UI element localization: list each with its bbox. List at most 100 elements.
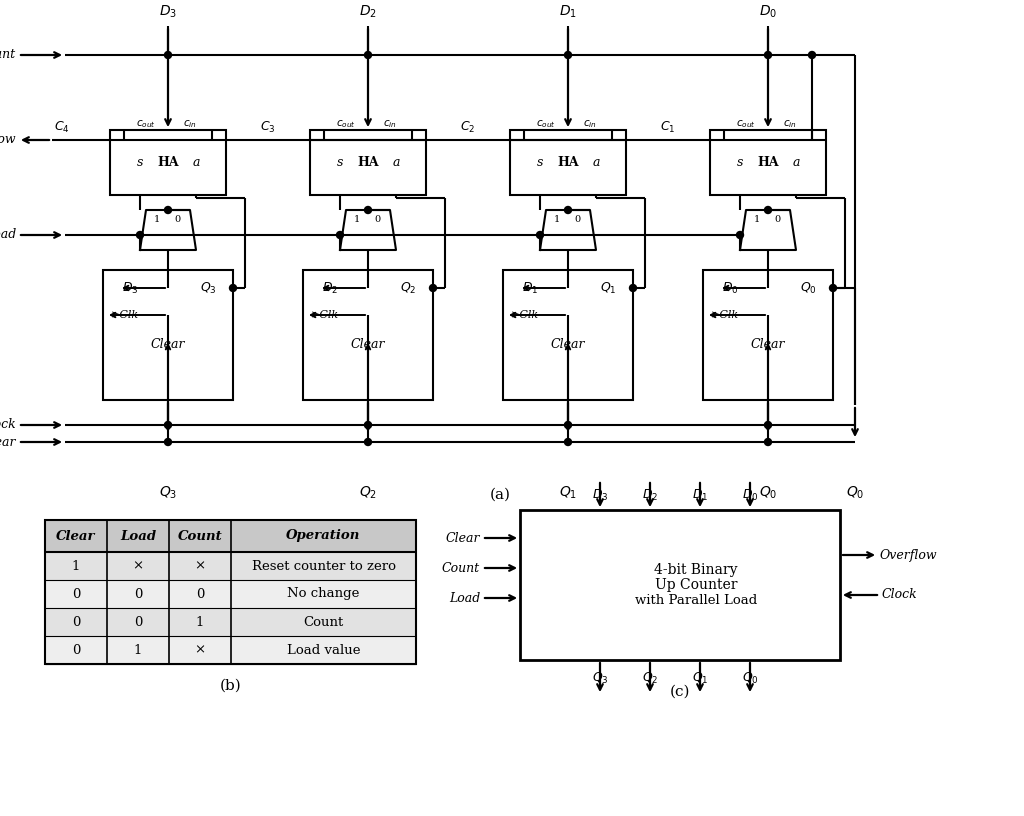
Text: $c_{in}$: $c_{in}$ bbox=[383, 118, 397, 130]
Text: s: s bbox=[337, 156, 343, 168]
Text: 0: 0 bbox=[72, 615, 80, 628]
Text: HA: HA bbox=[557, 156, 579, 168]
Circle shape bbox=[564, 51, 571, 59]
Text: $Q_2$: $Q_2$ bbox=[642, 671, 658, 685]
Text: Count: Count bbox=[442, 561, 480, 574]
Text: ×: × bbox=[195, 644, 206, 657]
Text: >Clk: >Clk bbox=[511, 310, 539, 320]
Circle shape bbox=[337, 232, 343, 238]
Circle shape bbox=[136, 232, 143, 238]
Text: $D_1$: $D_1$ bbox=[522, 281, 539, 295]
Text: HA: HA bbox=[158, 156, 179, 168]
Text: $D_0$: $D_0$ bbox=[741, 487, 759, 503]
Text: s: s bbox=[537, 156, 543, 168]
Circle shape bbox=[765, 422, 771, 428]
Text: 1: 1 bbox=[196, 615, 204, 628]
Text: Clear: Clear bbox=[151, 339, 185, 352]
Text: 0: 0 bbox=[72, 644, 80, 657]
Circle shape bbox=[365, 422, 372, 428]
Bar bbox=[45, 608, 416, 636]
Text: $c_{in}$: $c_{in}$ bbox=[583, 118, 597, 130]
Circle shape bbox=[165, 206, 171, 214]
Text: $Q_0$: $Q_0$ bbox=[759, 485, 777, 501]
Text: $D_0$: $D_0$ bbox=[722, 281, 738, 295]
Text: 0: 0 bbox=[174, 215, 180, 224]
Text: with Parallel Load: with Parallel Load bbox=[635, 593, 757, 606]
Text: $c_{out}$: $c_{out}$ bbox=[736, 118, 756, 130]
Circle shape bbox=[736, 232, 743, 238]
Text: 1: 1 bbox=[554, 215, 560, 224]
Text: a: a bbox=[793, 156, 800, 168]
Text: $D_3$: $D_3$ bbox=[159, 4, 177, 20]
Text: No change: No change bbox=[288, 588, 359, 601]
Text: 0: 0 bbox=[774, 215, 780, 224]
Text: $D_1$: $D_1$ bbox=[559, 4, 577, 20]
Text: 1: 1 bbox=[354, 215, 360, 224]
Text: Load: Load bbox=[0, 228, 16, 242]
Text: Load: Load bbox=[120, 530, 156, 543]
Text: Count: Count bbox=[177, 530, 222, 543]
Text: s: s bbox=[137, 156, 143, 168]
Circle shape bbox=[809, 51, 815, 59]
Text: $c_{out}$: $c_{out}$ bbox=[336, 118, 356, 130]
Text: $c_{out}$: $c_{out}$ bbox=[537, 118, 556, 130]
Text: HA: HA bbox=[757, 156, 779, 168]
Text: $D_2$: $D_2$ bbox=[322, 281, 338, 295]
Bar bbox=[45, 552, 416, 580]
Text: 1: 1 bbox=[154, 215, 160, 224]
Bar bbox=[45, 636, 416, 664]
Text: $Q_3$: $Q_3$ bbox=[592, 671, 608, 685]
Bar bbox=[310, 130, 426, 195]
Text: $D_3$: $D_3$ bbox=[592, 487, 608, 503]
Text: $D_0$: $D_0$ bbox=[759, 4, 777, 20]
Bar bbox=[520, 510, 840, 660]
Text: (a): (a) bbox=[489, 488, 511, 502]
Text: (c): (c) bbox=[670, 685, 690, 699]
Text: $D_1$: $D_1$ bbox=[692, 487, 709, 503]
Text: Clear: Clear bbox=[0, 436, 16, 449]
Text: $c_{in}$: $c_{in}$ bbox=[783, 118, 797, 130]
Text: $Q_2$: $Q_2$ bbox=[359, 485, 377, 501]
Circle shape bbox=[165, 438, 171, 446]
Bar bbox=[503, 270, 633, 400]
Text: 0: 0 bbox=[134, 615, 142, 628]
Text: $Q_0$: $Q_0$ bbox=[741, 671, 759, 685]
Circle shape bbox=[829, 285, 837, 291]
Circle shape bbox=[630, 285, 637, 291]
Text: $D_2$: $D_2$ bbox=[642, 487, 658, 503]
Text: HA: HA bbox=[357, 156, 379, 168]
Text: $C_3$: $C_3$ bbox=[260, 119, 275, 135]
Text: a: a bbox=[392, 156, 399, 168]
Text: $Q_2$: $Q_2$ bbox=[399, 281, 416, 295]
Text: Load value: Load value bbox=[287, 644, 360, 657]
Text: 4-bit Binary: 4-bit Binary bbox=[654, 563, 737, 577]
Text: >Clk: >Clk bbox=[711, 310, 739, 320]
Text: >Clk: >Clk bbox=[111, 310, 139, 320]
Text: Reset counter to zero: Reset counter to zero bbox=[252, 560, 395, 573]
Text: Clear: Clear bbox=[551, 339, 586, 352]
Circle shape bbox=[229, 285, 237, 291]
Text: 1: 1 bbox=[754, 215, 760, 224]
Text: 0: 0 bbox=[134, 588, 142, 601]
Bar bbox=[45, 520, 416, 664]
Text: $c_{in}$: $c_{in}$ bbox=[183, 118, 197, 130]
Circle shape bbox=[365, 206, 372, 214]
Text: 0: 0 bbox=[196, 588, 204, 601]
Text: ×: × bbox=[195, 560, 206, 573]
Text: >Clk: >Clk bbox=[311, 310, 339, 320]
Text: 1: 1 bbox=[134, 644, 142, 657]
Text: Operation: Operation bbox=[287, 530, 360, 543]
Circle shape bbox=[165, 51, 171, 59]
Text: $c_{out}$: $c_{out}$ bbox=[136, 118, 156, 130]
Bar bbox=[45, 520, 416, 552]
Bar bbox=[703, 270, 833, 400]
Circle shape bbox=[564, 206, 571, 214]
Text: $Q_1$: $Q_1$ bbox=[692, 671, 709, 685]
Text: 0: 0 bbox=[374, 215, 380, 224]
Text: Overflow: Overflow bbox=[880, 548, 938, 561]
Bar bbox=[303, 270, 433, 400]
Bar bbox=[103, 270, 233, 400]
Circle shape bbox=[765, 51, 771, 59]
Text: Clear: Clear bbox=[445, 531, 480, 544]
Text: $C_1$: $C_1$ bbox=[660, 119, 676, 135]
